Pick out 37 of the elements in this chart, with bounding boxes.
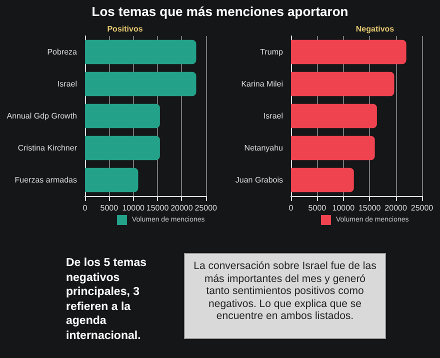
x-tick-label: 0 — [82, 204, 88, 212]
x-tick-label: 10000 — [332, 204, 356, 212]
y-tick-label: Juan Grabois — [235, 176, 283, 184]
text: La conversación sobre Israel fue de las más importantes del mes y generó tanto sentimientos positivos como negativos. Lo que explica que se encuentre en ambos listados. — [184, 253, 386, 339]
bar — [291, 104, 377, 128]
x-tick-label: 5000 — [100, 204, 119, 212]
x-tick-label: 20000 — [170, 204, 194, 212]
y-tick-label: Netanyahu — [244, 144, 283, 152]
bar — [291, 40, 406, 64]
bar — [85, 136, 160, 160]
y-tick-label: Israel — [57, 80, 78, 88]
bar — [291, 136, 375, 160]
x-tick-label: 20000 — [384, 204, 408, 212]
y-tick-label: Karina Milei — [241, 80, 284, 88]
x-tick-label: 10000 — [122, 204, 146, 212]
bar — [291, 72, 394, 96]
text: De los 5 temas negativos principales, 3 refieren a la agenda internacional. — [66, 256, 148, 343]
bar — [85, 72, 196, 96]
x-tick-label: 25000 — [194, 204, 218, 212]
x-tick-label: 15000 — [358, 204, 382, 212]
y-tick-label: Annual Gdp Growth — [6, 112, 77, 120]
y-tick-label: Cristina Kirchner — [18, 144, 78, 152]
x-tick-label: 25000 — [410, 204, 434, 212]
chart-title: Positivos — [107, 24, 144, 34]
bar — [291, 168, 354, 192]
x-tick-label: 15000 — [146, 204, 170, 212]
bar — [85, 104, 160, 128]
bar — [85, 40, 196, 64]
bar — [85, 168, 138, 192]
y-tick-label: Pobreza — [47, 48, 78, 56]
y-tick-label: Israel — [263, 112, 284, 120]
y-tick-label: Trump — [260, 48, 284, 56]
text: Los temas que más menciones aportaron — [90, 4, 350, 19]
x-tick-label: 5000 — [308, 204, 327, 212]
x-tick-label: 0 — [288, 204, 294, 212]
chart-title: Negativos — [356, 24, 395, 34]
y-tick-label: Fuerzas armadas — [14, 176, 77, 184]
